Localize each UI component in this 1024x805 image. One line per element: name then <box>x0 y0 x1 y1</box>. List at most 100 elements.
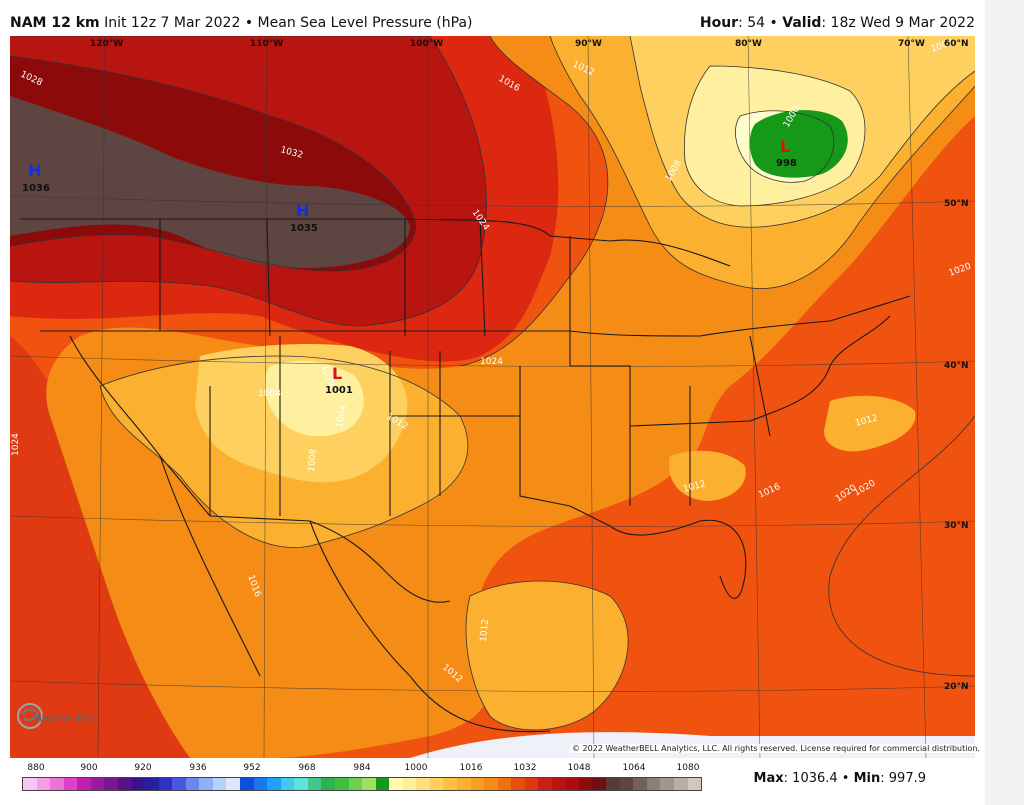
colorbar-swatch <box>212 778 227 790</box>
latitude-labels: 60°N 50°N 40°N 30°N 20°N <box>944 39 969 692</box>
colorbar-swatch <box>199 778 213 790</box>
colorbar-swatch <box>307 778 322 790</box>
colorbar-swatch <box>172 778 186 790</box>
colorbar-swatch <box>497 778 512 790</box>
political-borders <box>20 218 911 733</box>
low-pressure-value: 998 <box>776 158 797 169</box>
colorbar-swatch <box>375 778 390 790</box>
colorbar-swatch <box>402 778 417 790</box>
low-pressure-marker[interactable]: L <box>332 364 342 383</box>
band-1004-sw <box>264 360 364 437</box>
map-canvas: 1028 1032 1024 1016 1012 1008 1004 1000 … <box>10 36 975 758</box>
isobars <box>10 36 975 731</box>
colorbar-ticks: 880 900 920 936 952 968 984 1000 1016 10… <box>22 763 702 776</box>
colorbar-swatch <box>633 778 647 790</box>
colorbar-swatch <box>253 778 268 790</box>
band-1012-atlantic <box>824 395 916 452</box>
colorbar-swatch <box>511 778 525 790</box>
header-left: NAM 12 km Init 12z 7 Mar 2022 • Mean Sea… <box>10 10 473 36</box>
colorbar-swatch <box>226 778 240 790</box>
colorbar-swatch <box>389 778 403 790</box>
logo-text: WeatherBELL <box>34 714 96 725</box>
colorbar-swatch <box>321 778 335 790</box>
colorbar-swatches <box>22 777 702 791</box>
hour-label: Hour <box>699 15 739 31</box>
colorbar-tick: 1016 <box>459 763 483 773</box>
max-value: : 1036.4 <box>783 771 838 786</box>
colorbar-swatch <box>565 778 580 790</box>
band-1012-gulf <box>466 581 629 730</box>
colorbar-tick: 900 <box>80 763 98 773</box>
map-stats: Max: 1036.4 • Min: 997.9 <box>754 771 926 786</box>
colorbar-swatch <box>362 778 376 790</box>
colorbar-tick: 1064 <box>622 763 646 773</box>
colorbar-swatch <box>484 778 498 790</box>
colorbar-swatch <box>63 778 78 790</box>
colorbar-tick: 1048 <box>567 763 591 773</box>
colorbar-swatch <box>185 778 200 790</box>
colorbar-tick: 968 <box>298 763 316 773</box>
high-pressure-value: 1035 <box>290 223 318 234</box>
band-998 <box>749 110 848 178</box>
stats-separator: • <box>841 771 850 786</box>
colorbar-tick: 920 <box>134 763 152 773</box>
colorbar-swatch <box>429 778 444 790</box>
latitude-label: 40°N <box>944 361 969 371</box>
colorbar-swatch <box>674 778 688 790</box>
colorbar-swatch <box>240 778 254 790</box>
header-separator: • <box>244 15 254 31</box>
min-value: : 997.9 <box>880 771 926 786</box>
header-right: Hour: 54 • Valid: 18z Wed 9 Mar 2022 <box>700 10 975 36</box>
colorbar-swatch <box>267 778 281 790</box>
colorbar-swatch <box>334 778 349 790</box>
colorbar-tick: 1032 <box>513 763 537 773</box>
header-separator-2: • <box>769 15 778 31</box>
colorbar-swatch <box>280 778 295 790</box>
colorbar-tick: 880 <box>27 763 45 773</box>
colorbar-swatch <box>660 778 674 790</box>
high-pressure-marker[interactable]: H <box>296 201 309 220</box>
colorbar-swatch <box>77 778 91 790</box>
map-header: NAM 12 km Init 12z 7 Mar 2022 • Mean Sea… <box>10 10 975 36</box>
low-pressure-marker[interactable]: L <box>780 137 790 156</box>
max-label: Max <box>753 771 784 786</box>
colorbar-swatch <box>117 778 132 790</box>
colorbar-tick: 936 <box>189 763 207 773</box>
right-margin-panel <box>985 0 1024 805</box>
colorbar-swatch <box>90 778 105 790</box>
isobar-label: 1012 <box>479 619 491 643</box>
colorbar-swatch <box>470 778 485 790</box>
colorbar-swatch <box>592 778 607 790</box>
colorbar: 880 900 920 936 952 968 984 1000 1016 10… <box>22 763 702 793</box>
colorbar-swatch <box>131 778 146 790</box>
longitude-label: 70°W <box>898 39 925 49</box>
longitude-label: 120°W <box>90 39 123 49</box>
low-pressure-value: 1001 <box>325 385 353 396</box>
pressure-map[interactable]: 1028 1032 1024 1016 1012 1008 1004 1000 … <box>10 36 975 758</box>
colorbar-swatch <box>524 778 539 790</box>
colorbar-swatch <box>416 778 430 790</box>
longitude-labels: 120°W 110°W 100°W 90°W 80°W 70°W <box>90 39 925 49</box>
init-time: Init 12z 7 Mar 2022 <box>104 15 241 31</box>
min-label: Min <box>853 771 881 786</box>
band-1012-southeast <box>669 450 746 501</box>
band-1036 <box>10 96 410 268</box>
colorbar-swatch <box>294 778 308 790</box>
longitude-label: 90°W <box>575 39 602 49</box>
copyright-notice: © 2022 WeatherBELL Analytics, LLC. All r… <box>570 744 982 753</box>
colorbar-swatch <box>50 778 64 790</box>
valid-label: Valid <box>782 15 822 31</box>
colorbar-swatch <box>619 778 634 790</box>
page: NAM 12 km Init 12z 7 Mar 2022 • Mean Sea… <box>10 10 982 793</box>
high-pressure-value: 1036 <box>22 183 50 194</box>
colorbar-tick: 952 <box>243 763 261 773</box>
latitude-label: 60°N <box>944 39 969 49</box>
isobar-label: 1008 <box>307 448 319 472</box>
high-pressure-marker[interactable]: H <box>28 161 41 180</box>
model-name: NAM 12 km <box>10 15 100 31</box>
colorbar-swatch <box>348 778 363 790</box>
latitude-label: 30°N <box>944 521 969 531</box>
isobar-label: 1004 <box>335 404 349 429</box>
graticule <box>10 36 975 758</box>
field-name: Mean Sea Level Pressure (hPa) <box>257 15 473 31</box>
